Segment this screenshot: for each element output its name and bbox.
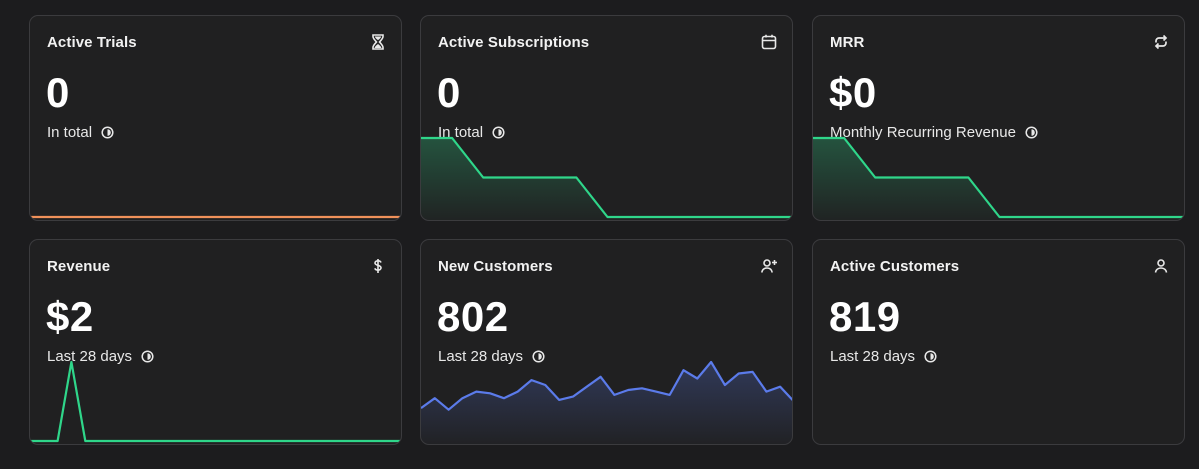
card-title: Active Subscriptions — [438, 34, 590, 51]
card-mrr[interactable]: MRR $0 Monthly Recurring Revenue — [812, 15, 1185, 221]
sparkline-line — [813, 136, 1184, 219]
card-title: Active Customers — [830, 258, 960, 275]
sparkline-area — [421, 138, 792, 220]
sparkline-chart — [421, 136, 792, 220]
card-value: $2 — [46, 293, 94, 340]
sparkline-area — [421, 362, 792, 444]
card-new-customers[interactable]: New Customers 802 Last 28 days — [420, 239, 793, 445]
sparkline-line — [421, 360, 792, 411]
card-value: 0 — [437, 69, 461, 116]
card-value: 0 — [46, 69, 70, 116]
sparkline-chart — [813, 136, 1184, 220]
card-title: Revenue — [47, 258, 111, 275]
card-value: $0 — [829, 69, 877, 116]
card-subtitle: In total — [438, 124, 505, 141]
info-icon[interactable] — [1025, 126, 1038, 139]
card-subtitle-text: Last 28 days — [438, 348, 524, 365]
card-subtitle-text: In total — [47, 124, 93, 141]
card-active-subscriptions[interactable]: Active Subscriptions 0 In total — [420, 15, 793, 221]
user-plus-icon — [760, 257, 778, 275]
card-value: 819 — [829, 293, 901, 340]
card-subtitle-text: Last 28 days — [47, 348, 133, 365]
info-icon[interactable] — [492, 126, 505, 139]
sparkline-chart — [421, 360, 792, 444]
card-subtitle: In total — [47, 124, 114, 141]
card-active-trials[interactable]: Active Trials 0 In total — [29, 15, 402, 221]
sparkline-line — [30, 360, 401, 443]
info-icon[interactable] — [141, 350, 154, 363]
card-revenue[interactable]: Revenue $2 Last 28 days — [29, 239, 402, 445]
card-value: 802 — [437, 293, 509, 340]
dollar-icon — [369, 257, 387, 275]
user-icon — [1152, 257, 1170, 275]
sparkline-chart — [30, 360, 401, 443]
sparkline-chart — [813, 354, 1185, 444]
info-icon[interactable] — [101, 126, 114, 139]
calendar-icon — [760, 33, 778, 51]
info-icon[interactable] — [924, 350, 937, 363]
sparkline-line — [421, 136, 792, 219]
card-subtitle: Monthly Recurring Revenue — [830, 124, 1038, 141]
card-title: MRR — [830, 34, 865, 51]
hourglass-icon — [369, 33, 387, 51]
card-subtitle-text: Last 28 days — [830, 348, 916, 365]
card-subtitle-text: In total — [438, 124, 484, 141]
card-subtitle: Last 28 days — [47, 348, 154, 365]
card-subtitle: Last 28 days — [438, 348, 545, 365]
card-subtitle-text: Monthly Recurring Revenue — [830, 124, 1016, 141]
sparkline-chart — [30, 215, 401, 219]
info-icon[interactable] — [532, 350, 545, 363]
card-title: New Customers — [438, 258, 553, 275]
card-title: Active Trials — [47, 34, 137, 51]
card-active-customers[interactable]: Active Customers 819 Last 28 days — [812, 239, 1185, 445]
refresh-icon — [1152, 33, 1170, 51]
sparkline-area — [813, 138, 1184, 220]
card-subtitle: Last 28 days — [830, 348, 937, 365]
